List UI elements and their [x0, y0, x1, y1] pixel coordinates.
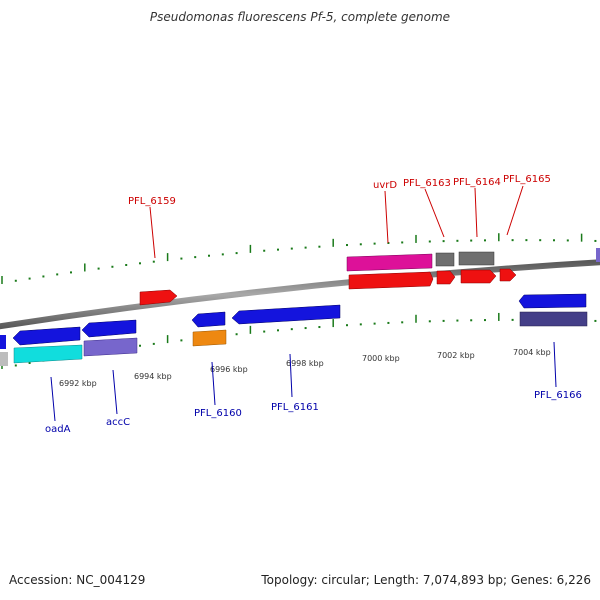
feature-pfl-6161[interactable]: [231, 304, 341, 325]
feature-pfl-6163-gray[interactable]: [435, 252, 455, 267]
reverse-gene-labels: oadA accC PFL_6160 PFL_6161 PFL_6166: [45, 341, 582, 435]
feature-edge-blue[interactable]: [0, 335, 6, 349]
scale-label-6998: 6998 kbp: [286, 359, 324, 368]
scale-label-6994: 6994 kbp: [134, 372, 172, 381]
label-pfl-6163[interactable]: PFL_6163: [403, 178, 451, 189]
feature-accc[interactable]: [81, 319, 137, 338]
leader-uvrd: [384, 190, 389, 244]
scale-label-7004: 7004 kbp: [513, 348, 551, 357]
feature-pfl-6166[interactable]: [518, 293, 587, 309]
feature-pfl-6160-orange[interactable]: [192, 329, 227, 347]
label-uvrd[interactable]: uvrD: [373, 180, 397, 191]
feature-pfl-6163[interactable]: [436, 270, 456, 285]
feature-pfl-6166-slate[interactable]: [519, 311, 588, 327]
label-pfl-6159[interactable]: PFL_6159: [128, 196, 176, 207]
feature-accc-lavender[interactable]: [83, 337, 138, 357]
reverse-features: [0, 293, 588, 366]
leader-accc: [112, 369, 118, 415]
forward-features: [139, 248, 600, 306]
feature-oada-cyan[interactable]: [13, 344, 83, 364]
label-pfl-6165[interactable]: PFL_6165: [503, 174, 551, 185]
label-pfl-6164[interactable]: PFL_6164: [453, 177, 501, 188]
scale-label-6996: 6996 kbp: [210, 365, 248, 374]
leader-pfl-6161: [289, 353, 293, 398]
feature-pfl-6164-gray[interactable]: [458, 251, 495, 266]
label-accc[interactable]: accC: [106, 417, 130, 428]
genome-title: Pseudomonas fluorescens Pf-5, complete g…: [149, 10, 451, 24]
feature-oada[interactable]: [12, 326, 81, 346]
label-pfl-6161[interactable]: PFL_6161: [271, 402, 319, 413]
label-pfl-6160[interactable]: PFL_6160: [194, 408, 242, 419]
scale-labels: 6992 kbp 6994 kbp 6996 kbp 6998 kbp 7000…: [59, 348, 551, 388]
scale-label-6992: 6992 kbp: [59, 379, 97, 388]
feature-pfl-6159[interactable]: [139, 289, 178, 306]
label-oada[interactable]: oadA: [45, 424, 71, 435]
scale-label-7002: 7002 kbp: [437, 351, 475, 360]
forward-gene-labels: PFL_6159 uvrD PFL_6163 PFL_6164 PFL_6165: [128, 174, 551, 259]
leader-pfl-6164: [474, 187, 478, 238]
genome-summary-text: Topology: circular; Length: 7,074,893 bp…: [261, 573, 591, 587]
leader-pfl-6160: [211, 361, 216, 406]
feature-edge-silver[interactable]: [0, 352, 8, 366]
leader-pfl-6165: [506, 185, 524, 236]
genome-backbone: [0, 259, 600, 330]
feature-uvrd-red[interactable]: [348, 271, 434, 290]
leader-oada: [50, 376, 56, 422]
feature-pfl-6165[interactable]: [499, 268, 517, 282]
leader-pfl-6166: [553, 341, 557, 388]
feature-pfl-6164[interactable]: [460, 269, 497, 284]
feature-pfl-6160[interactable]: [191, 311, 226, 328]
feature-edge-forward[interactable]: [596, 248, 600, 262]
label-pfl-6166[interactable]: PFL_6166: [534, 390, 582, 401]
leader-pfl-6163: [424, 188, 445, 238]
leader-pfl-6159: [149, 206, 156, 259]
accession-text: Accession: NC_004129: [9, 573, 146, 587]
feature-uvrd[interactable]: [346, 253, 433, 272]
scale-label-7000: 7000 kbp: [362, 354, 400, 363]
forward-scale-ticks: [1, 233, 597, 284]
